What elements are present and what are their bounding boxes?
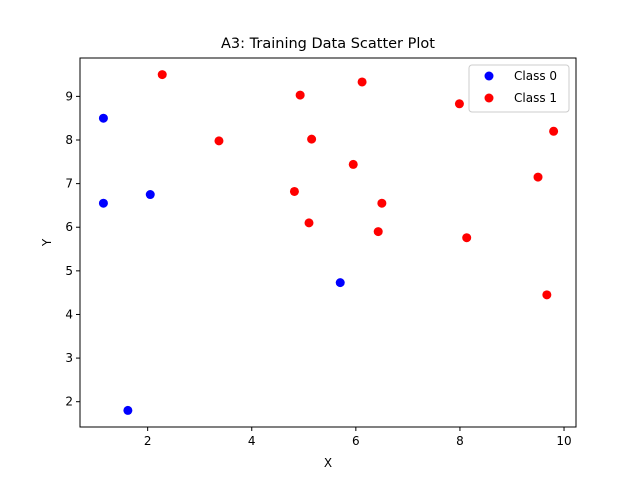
- y-tick-label: 2: [65, 395, 73, 409]
- x-axis-ticks: 2 4 6 8 10: [144, 427, 572, 448]
- x-tick-label: 2: [144, 434, 152, 448]
- data-point-class-0-3: [335, 278, 345, 288]
- data-point-class-1-10: [377, 198, 387, 208]
- data-point-class-1-7: [348, 159, 358, 169]
- points-layer: [98, 70, 559, 415]
- data-point-class-1-1: [295, 90, 305, 100]
- data-point-class-1-9: [289, 186, 299, 196]
- data-point-class-0-1: [98, 198, 108, 208]
- chart-title: A3: Training Data Scatter Plot: [221, 36, 435, 52]
- data-point-class-1-3: [454, 99, 464, 109]
- data-point-class-0-2: [145, 190, 155, 200]
- y-axis-label: Y: [40, 238, 54, 247]
- data-point-class-1-0: [157, 70, 167, 80]
- x-axis-label: X: [324, 456, 332, 470]
- data-point-class-1-11: [304, 218, 314, 228]
- legend-label-class-1: Class 1: [514, 91, 557, 105]
- data-point-class-1-13: [462, 233, 472, 243]
- y-tick-label: 8: [65, 133, 73, 147]
- data-point-class-1-2: [357, 77, 367, 87]
- data-point-class-1-14: [542, 290, 552, 300]
- y-tick-label: 4: [65, 307, 73, 321]
- x-tick-label: 4: [248, 434, 256, 448]
- y-tick-label: 7: [65, 177, 73, 191]
- legend-box: [468, 64, 570, 113]
- legend-label-class-0: Class 0: [514, 69, 557, 83]
- y-tick-label: 6: [65, 220, 73, 234]
- legend: Class 0 Class 1: [468, 64, 570, 113]
- data-point-class-0-0: [98, 113, 108, 123]
- plot-frame: [79, 57, 577, 428]
- data-point-class-1-12: [373, 227, 383, 237]
- y-axis-ticks: 2 3 4 5 6 7 8 9: [65, 89, 80, 409]
- data-point-class-1-8: [533, 172, 543, 182]
- legend-marker-class-0: [484, 71, 494, 81]
- x-tick-label: 6: [352, 434, 360, 448]
- y-tick-label: 5: [65, 264, 73, 278]
- x-tick-label: 10: [556, 434, 571, 448]
- x-tick-label: 8: [456, 434, 464, 448]
- data-point-class-1-4: [549, 126, 559, 136]
- data-point-class-1-5: [214, 136, 224, 146]
- y-tick-label: 3: [65, 351, 73, 365]
- y-tick-label: 9: [65, 89, 73, 103]
- data-point-class-0-4: [123, 405, 133, 415]
- legend-marker-class-1: [484, 93, 494, 103]
- data-point-class-1-6: [307, 134, 317, 144]
